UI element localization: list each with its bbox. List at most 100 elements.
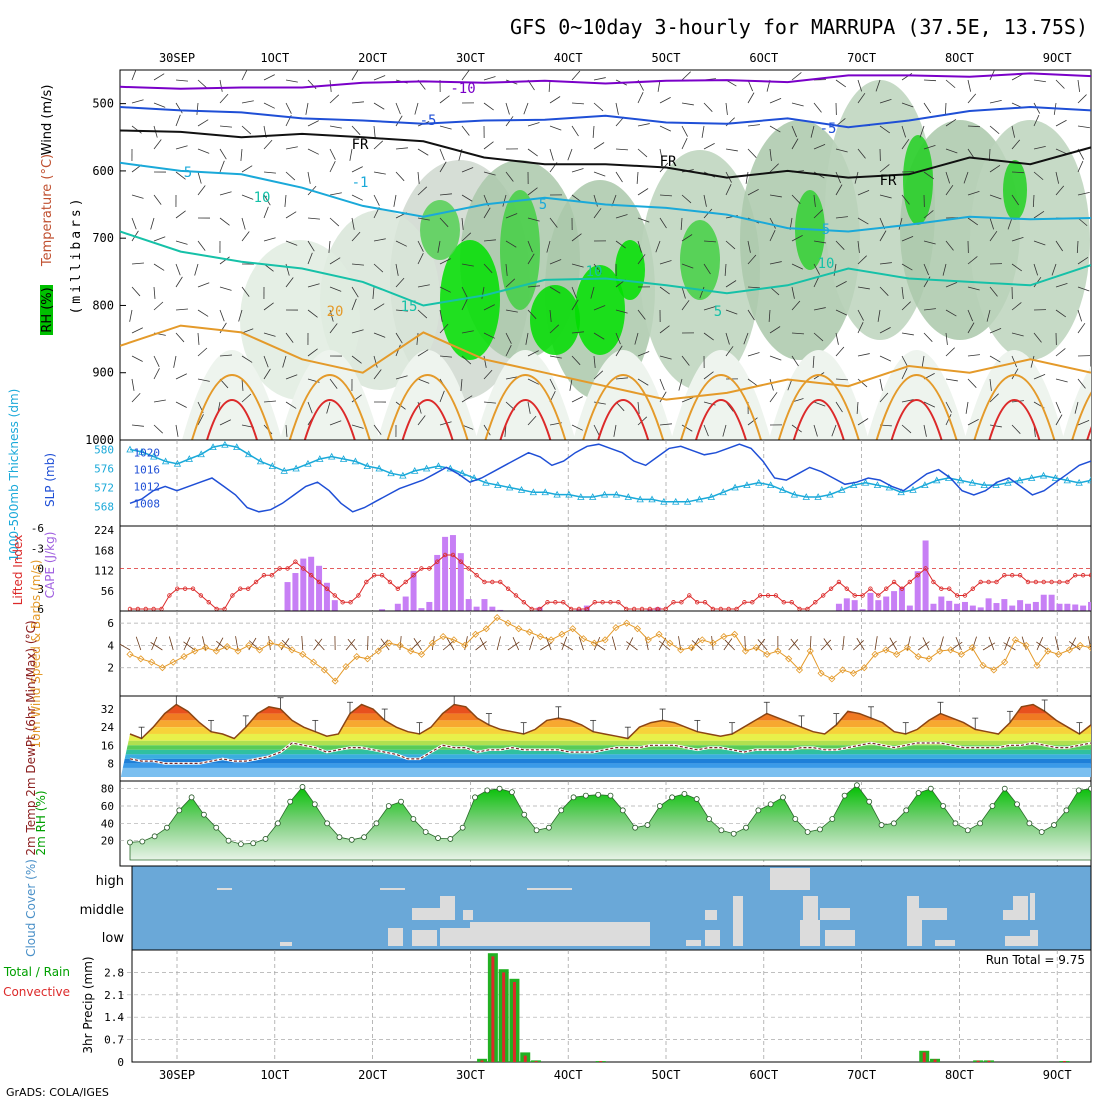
thickness-point [565, 490, 573, 498]
wind-barb [131, 424, 144, 427]
wind-barb [813, 143, 826, 150]
wind-barb [175, 102, 183, 114]
wind-barb [373, 194, 380, 206]
slp-tick: 1012 [134, 480, 161, 493]
wind-barb [1033, 145, 1046, 150]
wind-barb [523, 102, 529, 115]
wind-barb [593, 370, 604, 380]
li-point [324, 586, 330, 591]
rh-point [570, 794, 577, 801]
wind-barb [681, 71, 691, 81]
top-date-label: 7OCT [847, 51, 876, 65]
wind-barb [989, 217, 995, 230]
wind-barb [439, 161, 447, 173]
rh-point [927, 785, 934, 792]
wind-barb [219, 191, 232, 196]
wind-point [245, 641, 253, 649]
wind-barb [505, 345, 512, 357]
wind-barb [923, 401, 936, 408]
cape-bar [300, 558, 307, 611]
wind-barb [461, 330, 474, 334]
wind-point [601, 636, 609, 644]
cloud-level-label: high [96, 874, 124, 889]
cape-bar [1009, 605, 1016, 611]
wind-barb [285, 79, 298, 83]
wind-barb [615, 332, 621, 345]
wind-point [288, 646, 296, 654]
wind-barb [703, 102, 713, 112]
wind-barb [659, 325, 670, 334]
wind-barb [241, 100, 254, 104]
li-point [1010, 573, 1015, 578]
wind-barb [989, 378, 992, 391]
thickness-point [731, 483, 739, 491]
wind-point [1087, 644, 1091, 652]
cloud-block [412, 930, 437, 946]
wind-point [320, 666, 328, 674]
wind-barb [901, 102, 914, 108]
rh-point [435, 835, 441, 841]
wind-barb [175, 210, 186, 219]
precip-tick: 1.4 [104, 1011, 124, 1024]
temp2m-panel: 8 16 24 32 [101, 695, 1092, 782]
wind-barb [1011, 355, 1018, 368]
li-point [750, 600, 755, 605]
cape-bar [977, 607, 984, 611]
wind-point [860, 664, 868, 672]
wind-barb [1077, 79, 1081, 92]
wind-barb [1077, 378, 1086, 389]
wind-point [957, 650, 965, 658]
thickness-slp-panel: 568 572 576 580 1008 1012 1016 1020 [94, 439, 1092, 527]
wind-barb [235, 636, 239, 651]
wind-barb [461, 125, 470, 136]
wind-barb [879, 164, 890, 173]
cloud-block [440, 896, 455, 920]
wind-barb [131, 262, 144, 265]
wind-barb [681, 102, 694, 106]
thickness-point [482, 478, 490, 486]
isotherm-loop [484, 374, 567, 440]
wind-barb [414, 102, 419, 115]
thickness-point [458, 469, 466, 477]
wind-barb [813, 194, 816, 207]
wind-point [417, 650, 426, 658]
wind-barb [747, 309, 755, 321]
wind-barb [1055, 401, 1062, 414]
wind-barb [853, 640, 864, 651]
wind-barb [658, 640, 671, 651]
isotherm-loop [386, 374, 469, 440]
rh-point [829, 816, 836, 822]
wind-barb [944, 102, 947, 116]
wind-barb [945, 79, 956, 89]
wind-barb [373, 369, 382, 380]
wind-barb [615, 377, 628, 380]
wind-point [936, 647, 944, 655]
wind-barb [659, 217, 667, 229]
cloud-block [820, 908, 850, 920]
wind-barb [1055, 171, 1060, 184]
wind-barb [963, 171, 969, 184]
wind-barb [857, 309, 864, 321]
precip-tick: 2.8 [104, 966, 124, 979]
slp-tick: 1020 [134, 447, 161, 460]
wind-point [666, 639, 674, 647]
li-point [789, 600, 794, 605]
wind-point [536, 632, 544, 641]
thickness-point [683, 497, 692, 505]
cloud-block [280, 942, 292, 946]
thickness-point [885, 483, 893, 491]
wind-barb [395, 102, 401, 115]
wind-barb [461, 167, 474, 173]
thickness-point [1039, 471, 1048, 479]
wind-barb [857, 92, 866, 104]
cloud-block [1005, 936, 1030, 946]
rh-tick: 20 [101, 835, 114, 848]
temp-line [129, 703, 1091, 740]
isotherm-loop [792, 399, 845, 440]
wind-barb [549, 125, 562, 131]
wind-barb [395, 309, 408, 312]
wind-point [763, 650, 771, 658]
wind-barb [923, 79, 937, 82]
series-line [129, 443, 1091, 513]
wind-barb [637, 401, 640, 414]
